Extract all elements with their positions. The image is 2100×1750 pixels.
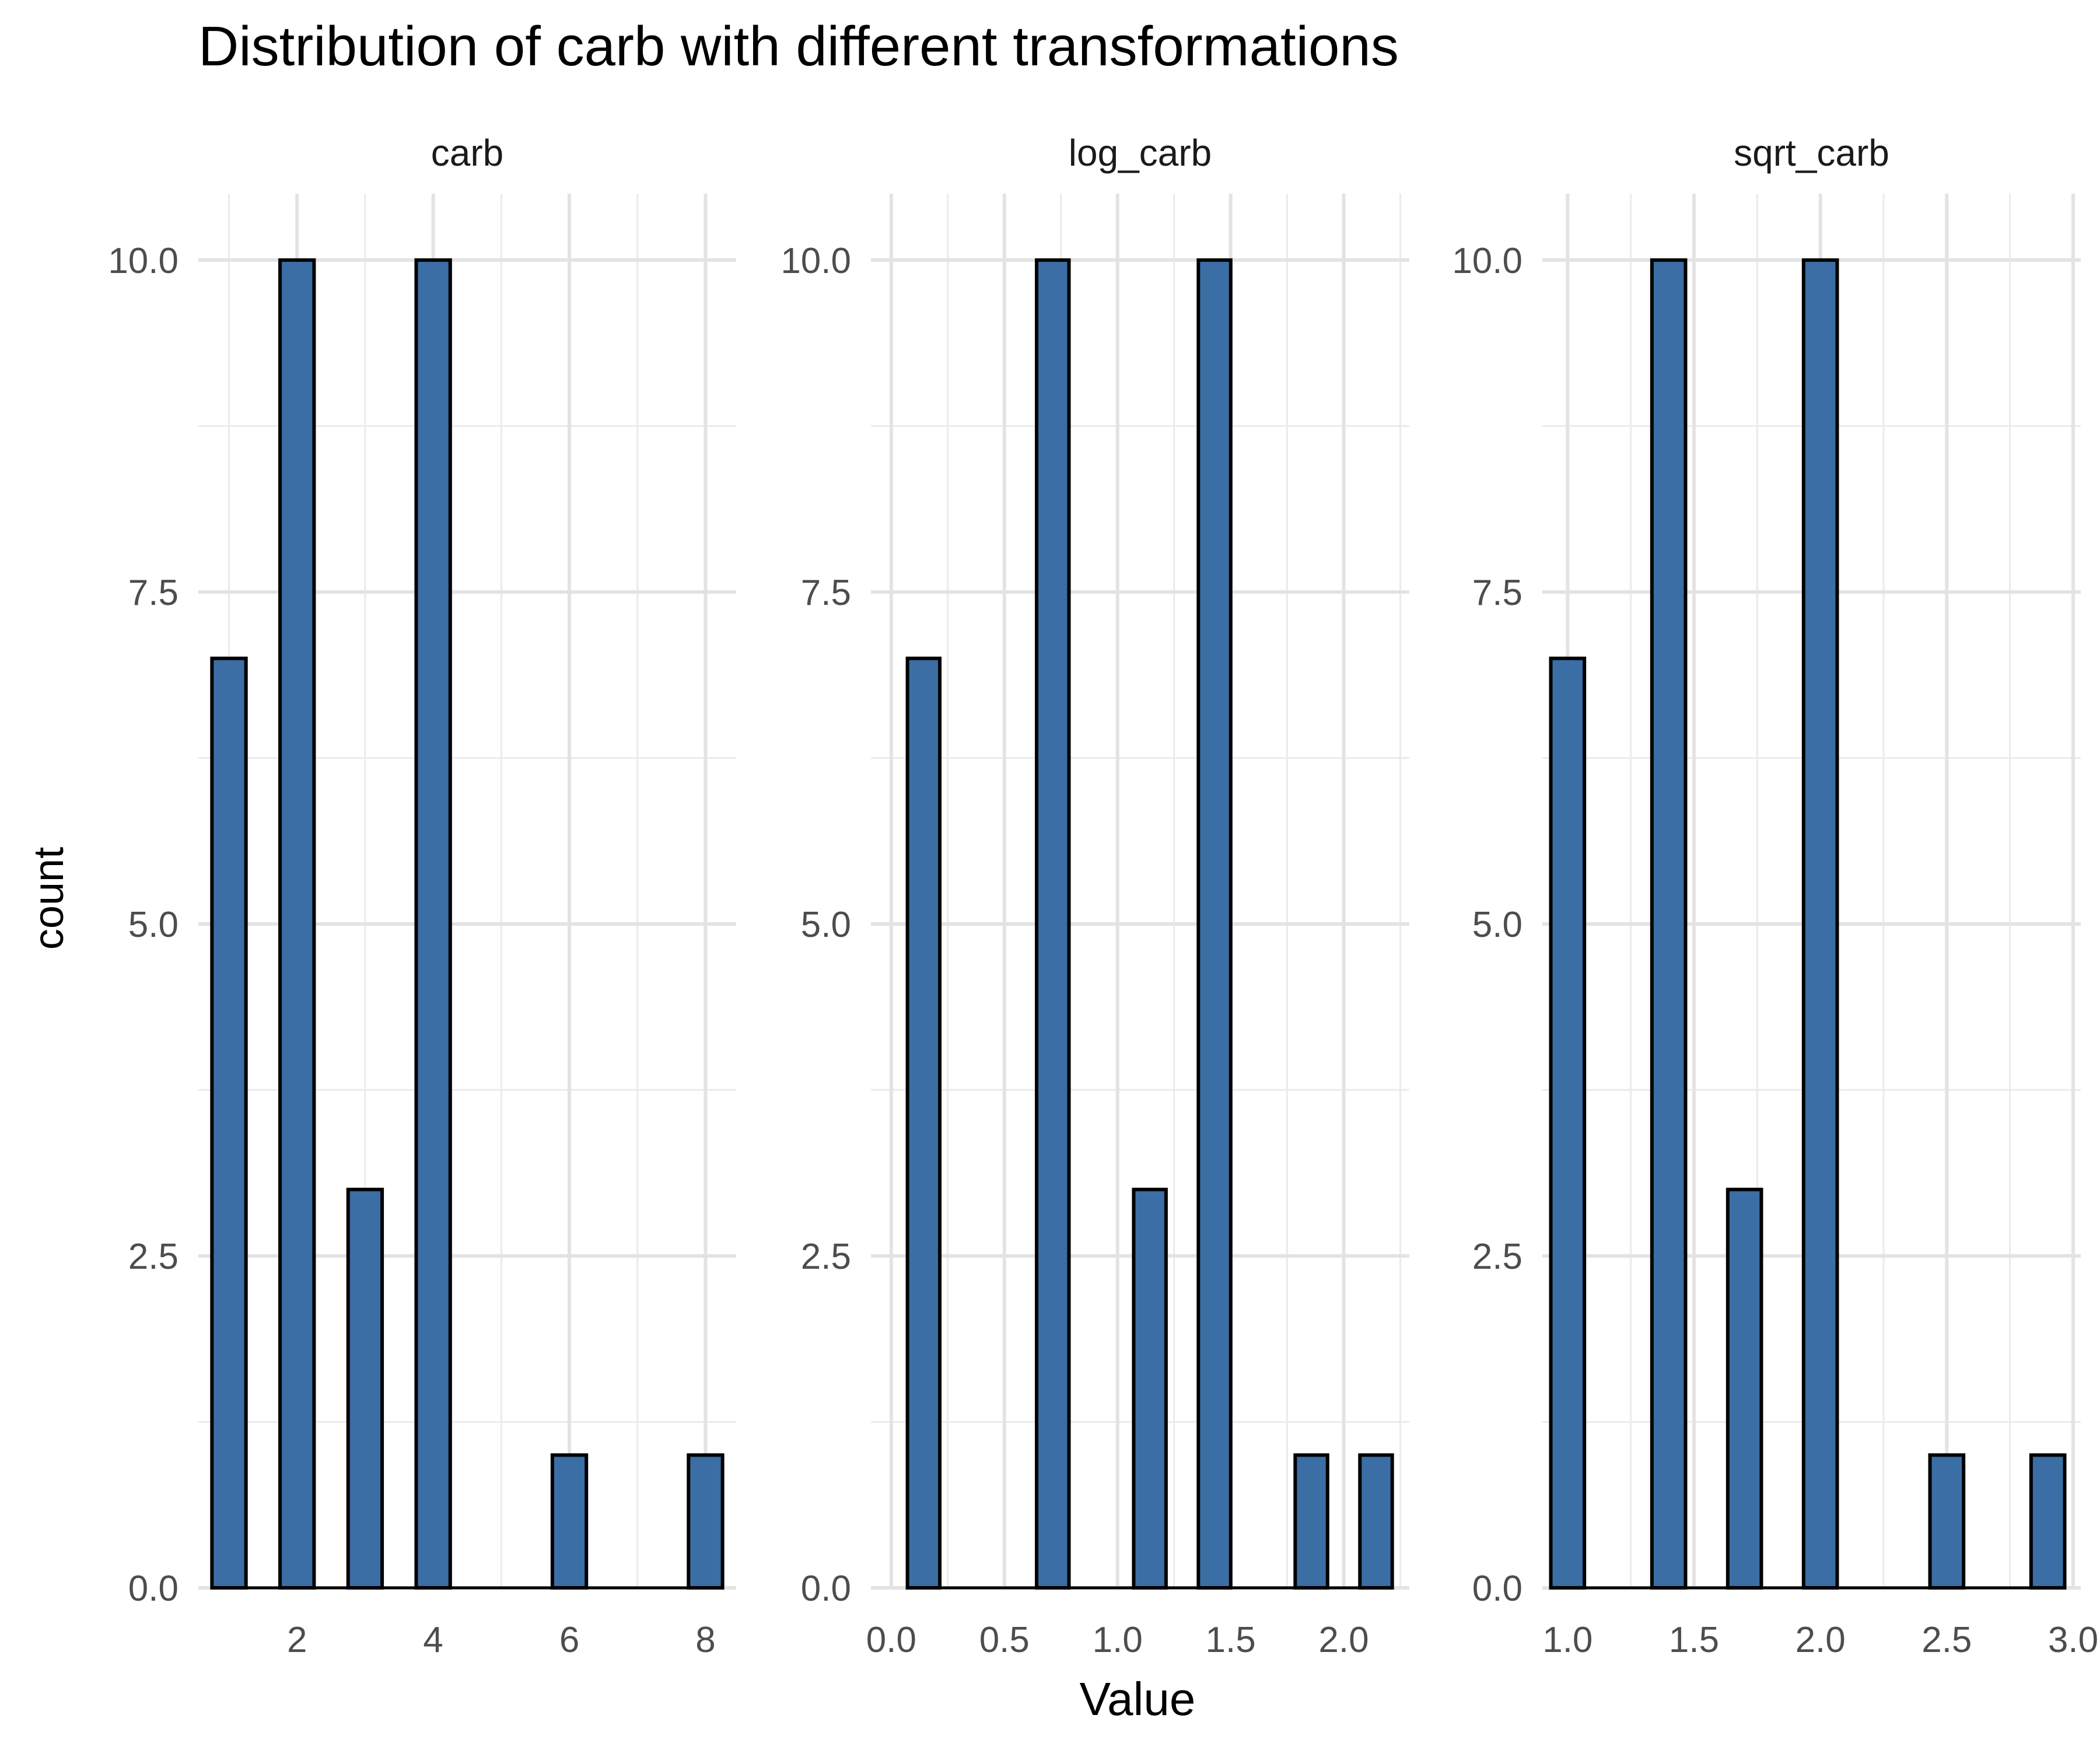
x-tick-label: 1.0 xyxy=(1093,1620,1143,1660)
y-tick-label: 5.0 xyxy=(1472,905,1522,945)
histogram-bar xyxy=(1196,258,1233,1590)
x-tick-label: 1.5 xyxy=(1206,1620,1256,1660)
panel-title: log_carb xyxy=(1069,132,1212,174)
y-tick-label: 2.5 xyxy=(1472,1237,1522,1277)
x-tick-label: 2.0 xyxy=(1318,1620,1368,1660)
y-tick-label: 2.5 xyxy=(128,1237,178,1277)
panel-log_carb: log_carb 0.0 2.5 5.0 7.5 10.0 0.0 0.5 1.0 1.5 2.0 xyxy=(780,132,1409,1660)
histogram-bar xyxy=(1293,1453,1329,1590)
x-tick-label: 1.5 xyxy=(1669,1620,1719,1660)
histogram-bar xyxy=(550,1453,589,1590)
y-tick-label: 7.5 xyxy=(128,573,178,613)
y-tick-label: 0.0 xyxy=(128,1569,178,1609)
y-tick-label: 7.5 xyxy=(1472,573,1522,613)
x-axis-label: Value xyxy=(1080,1673,1196,1725)
x-tick-label: 3.0 xyxy=(2048,1620,2098,1660)
x-tick-label: 6 xyxy=(559,1620,579,1660)
histogram-bar xyxy=(1801,258,1839,1590)
y-tick-label: 0.0 xyxy=(1472,1569,1522,1609)
histogram-bar xyxy=(1549,656,1587,1590)
histogram-bar xyxy=(1650,258,1688,1590)
x-tick-label: 0.0 xyxy=(866,1620,916,1660)
histogram-bar xyxy=(1928,1453,1966,1590)
y-tick-label: 5.0 xyxy=(801,905,851,945)
histogram-bar xyxy=(1358,1453,1394,1590)
histogram-bar xyxy=(2029,1453,2067,1590)
y-tick-label: 10.0 xyxy=(108,241,178,281)
x-tick-label: 0.5 xyxy=(979,1620,1030,1660)
y-tick-label: 10.0 xyxy=(1452,241,1522,281)
chart-title: Distribution of carb with different tran… xyxy=(198,15,1399,78)
y-tick-label: 2.5 xyxy=(801,1237,851,1277)
histogram-bar xyxy=(687,1453,724,1590)
panel-carb: carb 0.0 2.5 5.0 7.5 10.0 2 4 6 8 xyxy=(108,132,736,1660)
panel-title: sqrt_carb xyxy=(1734,132,1889,174)
y-tick-label: 5.0 xyxy=(128,905,178,945)
x-tick-label: 8 xyxy=(695,1620,715,1660)
histogram-bar xyxy=(278,258,316,1590)
panel-sqrt_carb: sqrt_carb 0.0 2.5 5.0 7.5 10.0 1.0 1.5 2.0 2.5 3.0 xyxy=(1452,132,2098,1660)
histogram-bar xyxy=(414,258,452,1590)
x-tick-label: 2 xyxy=(287,1620,307,1660)
panel-title: carb xyxy=(431,132,504,174)
histogram-bar xyxy=(210,656,248,1590)
y-tick-label: 7.5 xyxy=(801,573,851,613)
x-tick-label: 2.0 xyxy=(1796,1620,1846,1660)
x-tick-label: 1.0 xyxy=(1542,1620,1592,1660)
x-tick-label: 2.5 xyxy=(1922,1620,1972,1660)
y-tick-label: 10.0 xyxy=(780,241,851,281)
y-tick-label: 0.0 xyxy=(801,1569,851,1609)
panels: carb 0.0 2.5 5.0 7.5 10.0 2 4 6 8 log_carb 0.0 2.5 5.… xyxy=(108,132,2098,1660)
histogram-bar xyxy=(1035,258,1071,1590)
histogram-bar xyxy=(905,656,942,1590)
histogram-bar xyxy=(1132,1188,1168,1590)
x-tick-label: 4 xyxy=(423,1620,443,1660)
histogram-bar xyxy=(1726,1188,1763,1590)
histogram-bar xyxy=(346,1188,384,1590)
y-axis-label: count xyxy=(26,847,72,950)
